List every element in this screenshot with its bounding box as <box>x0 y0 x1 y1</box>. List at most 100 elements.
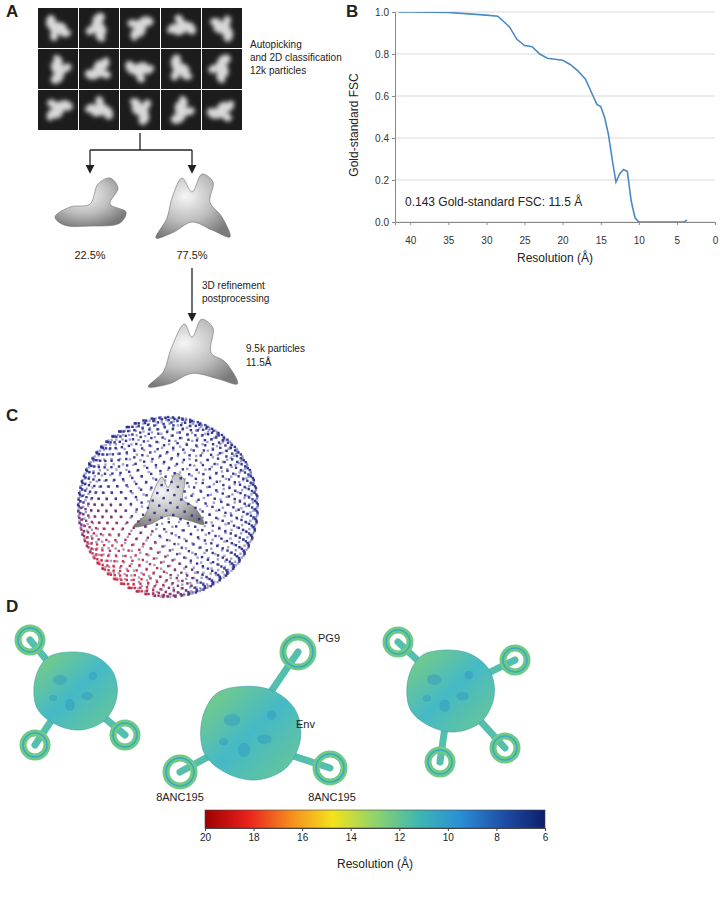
orientation-dot <box>197 529 199 531</box>
class-average-density <box>205 106 222 121</box>
orientation-dot <box>223 540 225 542</box>
orientation-dot <box>107 573 109 575</box>
orientation-dot <box>129 565 131 567</box>
orientation-dot <box>200 561 202 563</box>
orientation-dot <box>157 551 159 553</box>
class-average <box>82 93 115 127</box>
orientation-dot <box>158 504 160 506</box>
orientation-dot <box>198 424 200 426</box>
orientation-dot <box>194 507 196 509</box>
class-average <box>81 10 117 46</box>
orientation-dot <box>218 434 220 436</box>
orientation-dot <box>230 529 232 531</box>
orientation-dot <box>179 471 181 473</box>
orientation-dot <box>168 443 170 445</box>
orientation-dot <box>120 579 122 581</box>
orientation-dot <box>115 448 117 450</box>
orientation-dot <box>95 553 97 555</box>
orientation-dot <box>156 428 158 430</box>
tick-mark <box>392 96 395 97</box>
orientation-dot <box>122 443 124 445</box>
orientation-dot <box>86 470 88 472</box>
orientation-dot <box>120 491 122 493</box>
orientation-dot <box>100 560 102 562</box>
orientation-dot <box>108 533 110 535</box>
orientation-dot <box>106 498 108 500</box>
orientation-dot <box>240 453 242 455</box>
orientation-dot <box>204 539 206 541</box>
orientation-dot <box>92 472 94 474</box>
orientation-dot <box>232 473 234 475</box>
class-average <box>41 94 74 126</box>
orientation-dot <box>136 499 138 501</box>
orientation-dot <box>239 492 241 494</box>
orientation-dot <box>116 560 118 562</box>
orientation-dot <box>227 522 229 524</box>
orientation-dot <box>215 510 217 512</box>
orientation-dot <box>245 477 247 479</box>
central-map <box>133 473 204 527</box>
orientation-dot <box>211 506 213 508</box>
orientation-dot <box>179 437 181 439</box>
orientation-dot <box>245 505 247 507</box>
orientation-dot <box>107 569 109 571</box>
orientation-dot <box>87 514 89 516</box>
orientation-dot <box>107 547 109 549</box>
orientation-dot <box>216 563 218 565</box>
orientation-dot <box>178 416 180 418</box>
orientation-dot <box>191 569 193 571</box>
orientation-dot <box>191 592 193 594</box>
orientation-dot <box>148 471 150 473</box>
orientation-dot <box>135 426 137 428</box>
orientation-dot <box>144 435 146 437</box>
orientation-dot <box>214 535 216 537</box>
orientation-dot <box>147 455 149 457</box>
orientation-dot <box>208 578 210 580</box>
orientation-dot <box>139 532 141 534</box>
orientation-dot <box>201 435 203 437</box>
orientation-dot <box>165 531 167 533</box>
orientation-dot <box>239 500 241 502</box>
orientation-dot <box>120 491 122 493</box>
orientation-dot <box>237 451 239 453</box>
orientation-dot <box>88 516 90 518</box>
orientation-dot <box>156 523 158 525</box>
orientation-dot <box>139 459 141 461</box>
orientation-dot <box>200 454 202 456</box>
tick-mark <box>410 222 411 225</box>
orientation-dot <box>168 440 170 442</box>
orientation-dot <box>133 450 135 452</box>
orientation-dot <box>208 532 210 534</box>
tick: 0.4 <box>375 133 395 144</box>
orientation-dot <box>111 472 113 474</box>
orientation-dot <box>212 448 214 450</box>
orientation-dot <box>138 487 140 489</box>
orientation-dot <box>93 557 95 559</box>
orientation-dot <box>88 526 90 528</box>
tick-label: 14 <box>346 832 358 843</box>
tick-mark <box>302 828 303 831</box>
orientation-dot <box>220 501 222 503</box>
orientation-dot <box>163 444 165 446</box>
orientation-dot <box>159 576 161 578</box>
orientation-dot <box>150 547 152 549</box>
orientation-dot <box>163 594 165 596</box>
orientation-dot <box>98 521 100 523</box>
tick-label: 1.0 <box>375 7 389 18</box>
tick-mark <box>392 12 395 13</box>
orientation-dot <box>137 590 139 592</box>
orientation-dot <box>122 434 124 436</box>
orientation-dot <box>145 419 147 421</box>
orientation-dot <box>120 565 122 567</box>
orientation-dot <box>92 478 94 480</box>
orientation-dot <box>238 527 240 529</box>
orientation-dot <box>212 443 214 445</box>
orientation-dot <box>195 478 197 480</box>
orientation-dot <box>193 449 195 451</box>
orientation-dot <box>100 559 102 561</box>
orientation-dot <box>237 475 239 477</box>
orientation-dot <box>178 536 180 538</box>
orientation-dot <box>100 485 102 487</box>
orientation-dot <box>169 596 171 598</box>
orientation-dot <box>235 509 237 511</box>
